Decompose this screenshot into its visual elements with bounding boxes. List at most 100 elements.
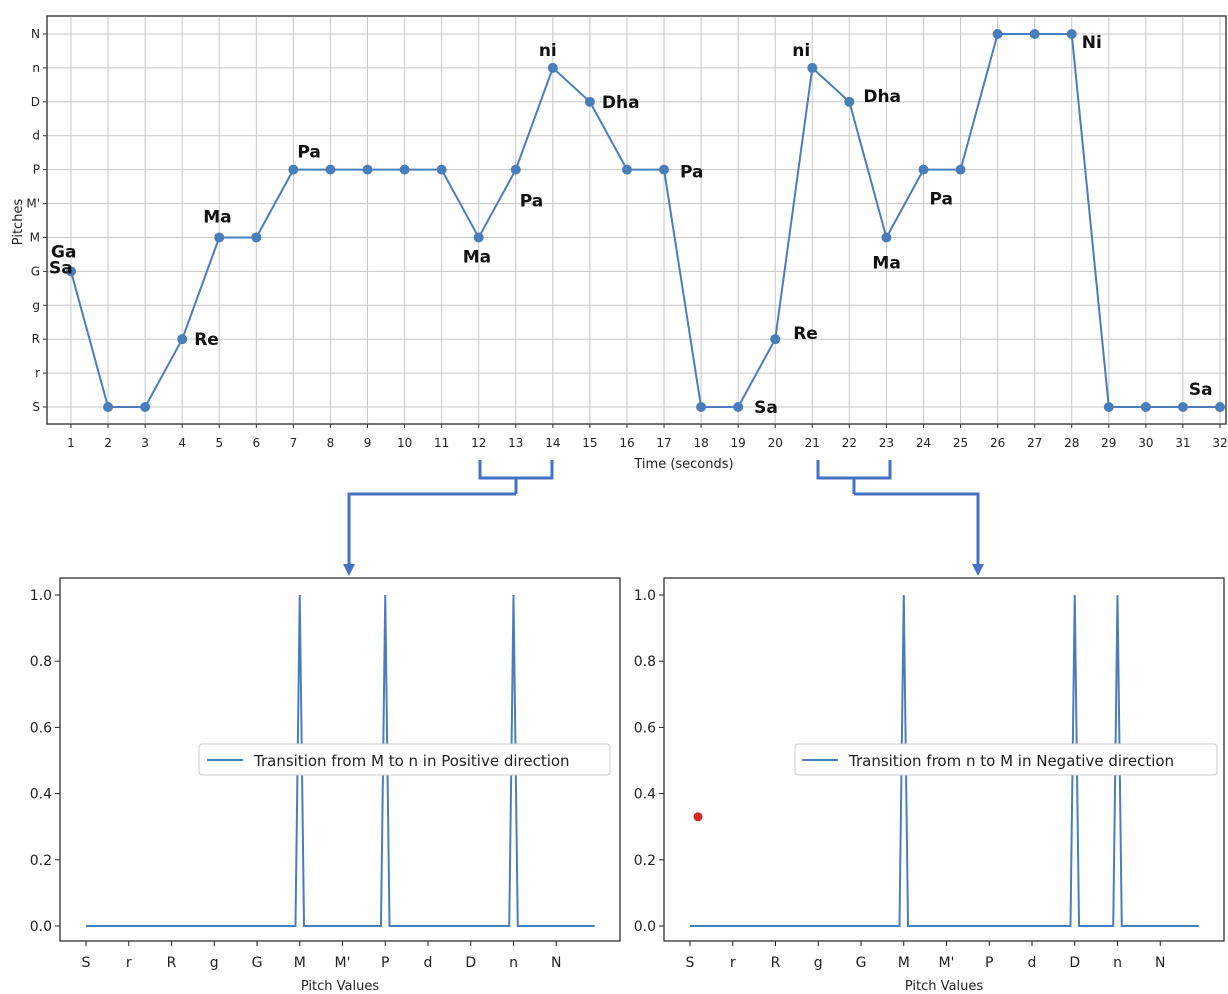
top-data-point — [807, 62, 818, 73]
top-y-tick-label: M — [30, 230, 40, 244]
top-x-tick-label: 2 — [104, 436, 112, 450]
top-x-tick-label: 29 — [1101, 436, 1116, 450]
top-data-point — [288, 164, 299, 175]
top-data-point — [918, 164, 929, 175]
connector-right — [854, 492, 980, 566]
x-tick-label: M' — [939, 955, 955, 971]
right-legend-label: Transition from n to M in Negative direc… — [848, 752, 1174, 770]
top-annotation-label: Pa — [297, 143, 320, 163]
top-x-tick-label: 31 — [1175, 436, 1190, 450]
top-data-point — [547, 62, 558, 73]
top-data-point — [1140, 402, 1151, 412]
top-x-tick-label: 24 — [916, 436, 931, 450]
top-data-point — [955, 164, 966, 175]
top-annotation-label: Pa — [680, 163, 703, 183]
top-data-point — [881, 232, 892, 243]
top-data-point — [66, 266, 76, 277]
top-data-point — [399, 164, 410, 175]
top-x-tick-label: 20 — [768, 436, 783, 450]
top-annotation-label: Sa — [49, 258, 73, 278]
top-data-point — [1066, 29, 1077, 39]
connector-right-arrow — [972, 564, 984, 576]
top-x-tick-label: 8 — [327, 436, 335, 450]
top-data-point — [659, 164, 670, 175]
top-y-ticks: Sr Rg G M M' Pd Dn N — [26, 27, 47, 414]
y-tick-label: 1.0 — [30, 588, 52, 604]
top-x-tick-label: 13 — [508, 436, 523, 450]
top-y-tick-label: G — [31, 264, 40, 278]
left-series-line — [86, 594, 595, 927]
top-data-point — [251, 232, 262, 243]
left-legend: Transition from M to n in Positive direc… — [198, 743, 611, 776]
top-annotation-label: Ma — [463, 247, 491, 267]
top-x-tick-label: 25 — [953, 436, 968, 450]
x-tick-label: d — [424, 955, 433, 971]
x-tick-label: M — [898, 955, 910, 971]
top-x-tick-label: 28 — [1064, 436, 1079, 450]
top-x-ticks: 1 2 3 4 5 6 7 8 9 10 11 12 13 14 15 16 17 18 19 20 21 22 23 24 2… — [67, 424, 1228, 450]
top-x-tick-label: 27 — [1027, 436, 1042, 450]
top-x-tick-label: 16 — [619, 436, 634, 450]
top-y-tick-label: S — [32, 400, 40, 414]
top-y-axis-title: Pitches — [11, 199, 26, 246]
top-x-axis-title: Time (seconds) — [633, 457, 733, 472]
top-annotation-label: Ga — [51, 242, 76, 262]
top-x-tick-label: 1 — [67, 436, 75, 450]
x-tick-label: N — [551, 955, 561, 971]
x-tick-label: n — [1113, 955, 1122, 971]
top-data-point — [621, 164, 632, 175]
y-tick-label: 0.4 — [30, 787, 52, 803]
top-x-tick-label: 15 — [582, 436, 597, 450]
top-data-point — [473, 232, 484, 243]
top-y-tick-label: n — [32, 61, 40, 75]
top-annotation-label: ni — [792, 41, 810, 61]
y-tick-label: 0.6 — [634, 720, 656, 736]
right-series-line — [690, 594, 1199, 927]
top-data-point — [1177, 402, 1188, 412]
x-tick-label: r — [126, 955, 132, 971]
top-x-tick-label: 14 — [545, 436, 560, 450]
top-x-tick-label: 22 — [842, 436, 857, 450]
bracket-left — [478, 460, 554, 494]
top-data-point — [696, 402, 707, 412]
bracket-connectors — [343, 460, 984, 576]
top-data-point — [103, 402, 114, 412]
x-tick-label: S — [686, 955, 695, 971]
x-tick-label: S — [82, 955, 91, 971]
top-data-point — [362, 164, 373, 175]
top-x-tick-label: 9 — [364, 436, 372, 450]
left-legend-box — [198, 743, 611, 776]
top-series-points — [66, 29, 1225, 412]
top-y-tick-label: r — [35, 366, 40, 380]
top-x-tick-label: 17 — [656, 436, 671, 450]
top-annotation-label: Sa — [1189, 380, 1213, 400]
top-data-point — [177, 334, 188, 345]
top-annotation-label: Ni — [1082, 33, 1102, 53]
y-tick-label: 0.2 — [30, 853, 52, 869]
x-tick-label: g — [814, 955, 823, 971]
top-y-tick-label: D — [31, 95, 40, 109]
right-y-ticks: 0.0 0.2 0.4 0.6 0.8 1.0 — [634, 588, 664, 935]
x-tick-label: M — [294, 955, 306, 971]
top-x-tick-label: 6 — [253, 436, 261, 450]
top-data-point — [992, 29, 1003, 39]
top-x-tick-label: 26 — [990, 436, 1005, 450]
top-y-tick-label: M' — [26, 197, 40, 211]
top-data-point — [584, 96, 595, 107]
top-annotation-label: Pa — [520, 192, 543, 212]
top-data-point — [510, 164, 521, 175]
x-tick-label: R — [771, 955, 781, 971]
x-tick-label: d — [1028, 955, 1037, 971]
top-annotation-label: ni — [539, 41, 557, 61]
top-annotation-label: Pa — [929, 190, 952, 210]
x-tick-label: D — [465, 955, 476, 971]
y-tick-label: 0.0 — [30, 919, 52, 935]
top-x-tick-label: 11 — [434, 436, 449, 450]
x-tick-label: D — [1069, 955, 1080, 971]
top-x-tick-label: 21 — [805, 436, 820, 450]
top-x-tick-label: 19 — [731, 436, 746, 450]
